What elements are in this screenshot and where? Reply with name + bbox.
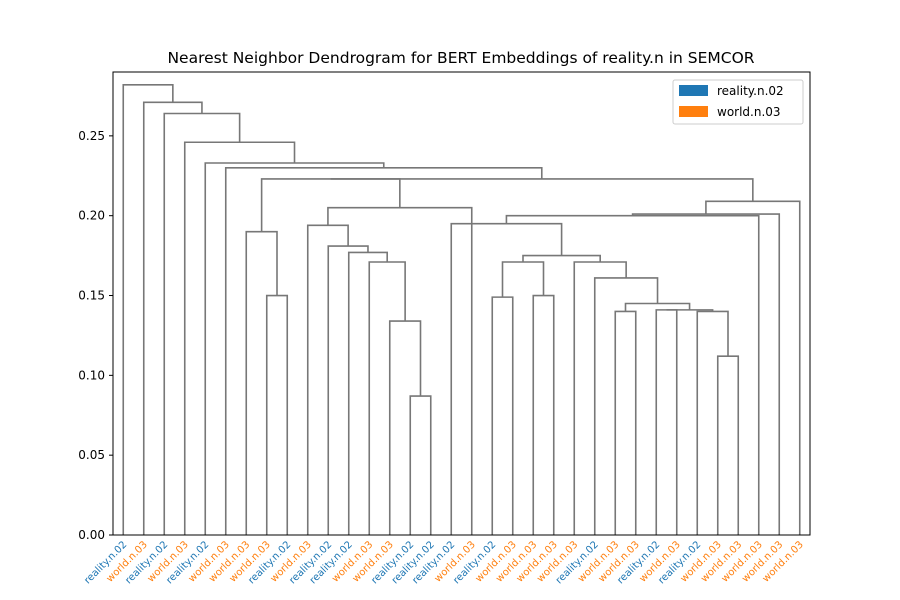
link-3 [183,141,296,535]
legend: reality.n.02 world.n.03 [672,79,804,125]
y-axis: 0.00 0.05 0.10 0.15 0.20 0.25 [78,129,113,542]
plot-frame [112,71,811,536]
link-9 [306,224,349,535]
link-14-15 [409,395,432,535]
link-20-21 [532,294,555,535]
link-26-27 [655,309,678,535]
link-22 [573,261,627,535]
x-axis-leaf-labels: reality.n.02world.n.03reality.n.02world.… [82,539,806,586]
link-l2-m7 [260,178,401,232]
link-n14-32 [631,213,781,535]
link-12 [368,261,406,535]
link-29-30 [716,355,740,535]
legend-label-world: world.n.03 [717,105,781,119]
chart-title: Nearest Neighbor Dendrogram for BERT Emb… [167,49,754,67]
dendrogram-links [122,83,801,535]
link-13 [388,320,422,535]
y-tick-label: 0.25 [78,129,105,143]
link-4 [204,162,385,535]
link-m6-17 [327,206,473,535]
link-28 [696,310,729,535]
link-n9-n10 [501,261,545,298]
link-23 [593,277,659,535]
link-24-25 [614,310,637,535]
link-n13-31 [505,214,760,535]
link-6 [245,230,278,535]
y-tick-label: 0.10 [78,368,105,382]
y-tick-label: 0.15 [78,289,105,303]
link-11 [347,251,388,535]
link-1 [142,101,203,535]
y-tick-label: 0.20 [78,209,105,223]
y-tick-label: 0.05 [78,448,105,462]
link-root [122,83,174,535]
link-16 [450,222,563,535]
legend-swatch-world [679,106,708,117]
legend-swatch-reality [679,85,708,96]
link-2 [163,112,241,535]
legend-label-reality: reality.n.02 [717,84,784,98]
y-tick-label: 0.00 [78,528,105,542]
link-7-8 [265,294,289,535]
link-n15-33 [705,200,801,535]
link-l3-n16 [330,178,754,202]
link-n3-n2 [666,309,714,312]
link-n11-n8 [522,254,601,262]
link-18-19 [491,296,514,535]
